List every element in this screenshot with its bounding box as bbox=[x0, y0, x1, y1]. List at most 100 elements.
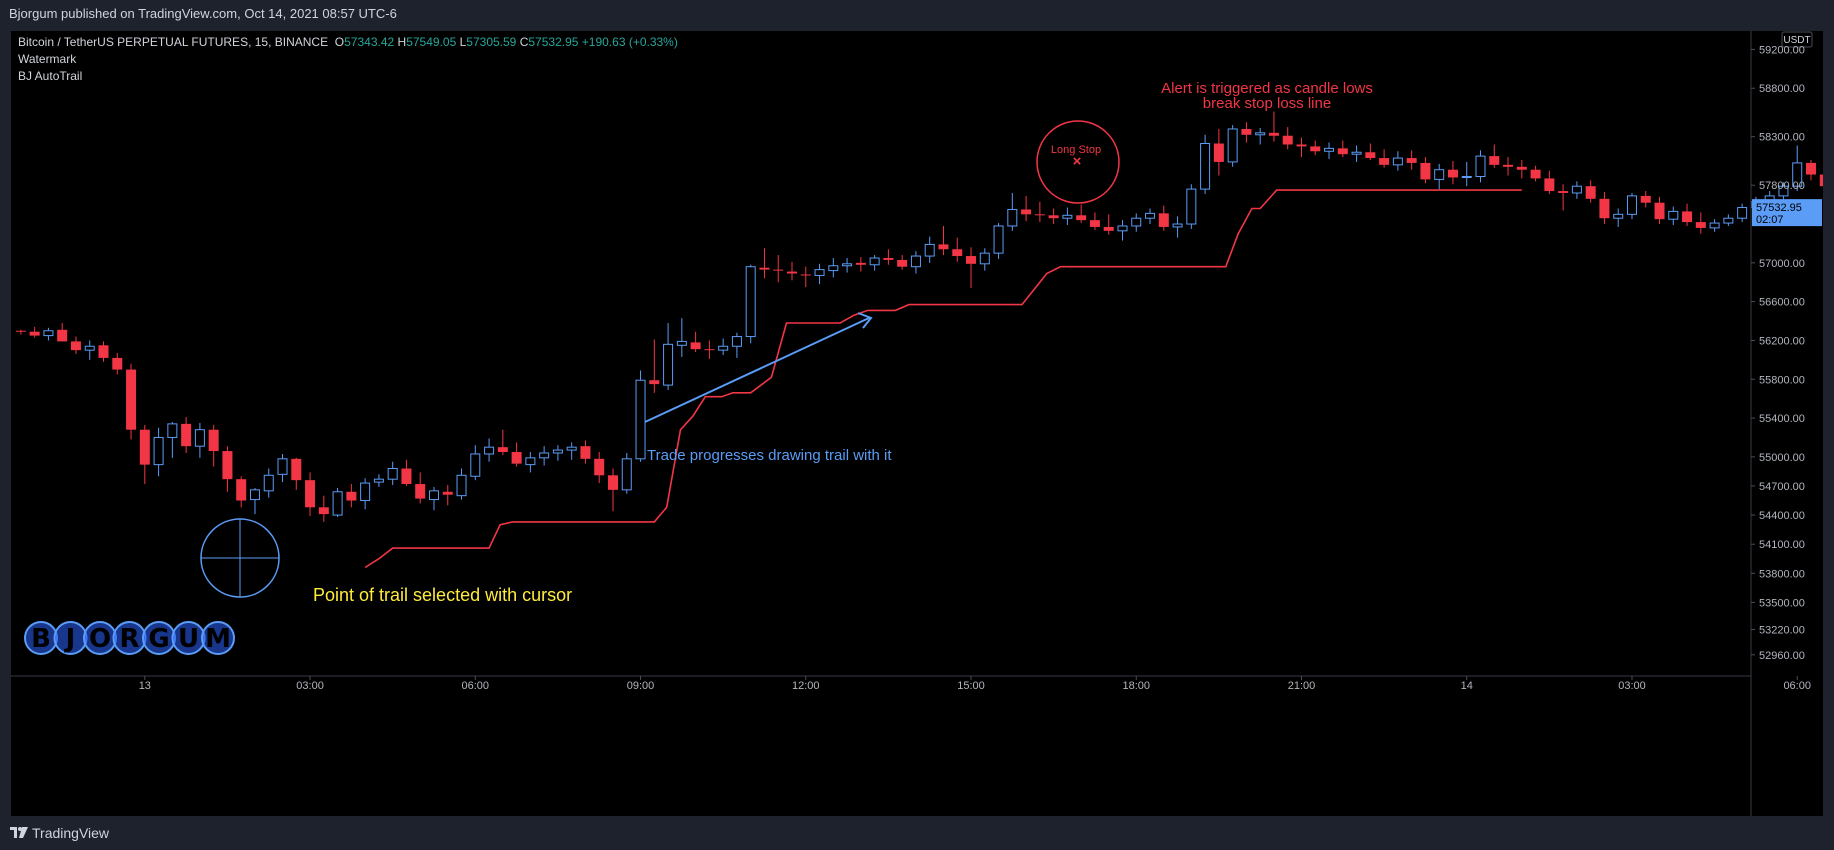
candle-body bbox=[1200, 143, 1211, 190]
candle-body bbox=[621, 458, 632, 491]
symbol-label[interactable]: Bitcoin / TetherUS PERPETUAL FUTURES, 15… bbox=[18, 35, 329, 49]
candle-body bbox=[1558, 191, 1569, 193]
alert-annotation-line2: break stop loss line bbox=[1203, 95, 1331, 112]
candle-body bbox=[70, 341, 81, 351]
candle-body bbox=[814, 269, 825, 276]
candle-body bbox=[346, 491, 357, 501]
candle-body bbox=[360, 482, 371, 502]
candle bbox=[787, 261, 798, 281]
candle bbox=[1819, 174, 1823, 187]
trail-selected-annotation: Point of trail selected with cursor bbox=[313, 585, 572, 605]
candle-body bbox=[1613, 213, 1624, 219]
price-tick-label: 57000.00 bbox=[1759, 258, 1805, 270]
candle-body bbox=[1475, 155, 1486, 177]
candle bbox=[291, 457, 302, 490]
candle-body bbox=[607, 475, 618, 490]
candle-body bbox=[1420, 162, 1431, 180]
price-tick-label: 55400.00 bbox=[1759, 413, 1805, 425]
candle bbox=[966, 247, 977, 289]
candle bbox=[897, 255, 908, 270]
candle bbox=[236, 476, 247, 508]
candle-body bbox=[1819, 174, 1823, 187]
candle bbox=[401, 459, 412, 486]
tradingview-logo-icon[interactable] bbox=[10, 827, 28, 838]
candle bbox=[57, 322, 68, 342]
chart-area[interactable]: B J O R G U M Long Stop × Alert is triggered as c… bbox=[11, 31, 1823, 816]
candle bbox=[511, 442, 522, 467]
candle bbox=[1585, 180, 1596, 203]
candle bbox=[1227, 125, 1238, 167]
candle bbox=[731, 332, 742, 358]
candle-body bbox=[1365, 152, 1376, 159]
candle-body bbox=[1805, 162, 1816, 175]
candle-body bbox=[938, 244, 949, 250]
candle-body bbox=[1792, 162, 1803, 187]
candle bbox=[1076, 204, 1087, 224]
candle-body bbox=[1461, 175, 1472, 178]
candle bbox=[112, 353, 123, 375]
footer-bar: TradingView bbox=[0, 816, 1834, 850]
candle-body bbox=[745, 266, 756, 338]
candles-group bbox=[15, 111, 1823, 522]
candle bbox=[470, 445, 481, 481]
candle bbox=[318, 495, 329, 522]
candle-body bbox=[1186, 188, 1197, 225]
candle bbox=[1282, 127, 1293, 150]
candle-body bbox=[897, 259, 908, 267]
high-key: H bbox=[397, 35, 407, 49]
candle-body bbox=[1282, 135, 1293, 145]
candle-body bbox=[1640, 195, 1651, 203]
price-tick-label: 56200.00 bbox=[1759, 335, 1805, 347]
candle bbox=[1103, 214, 1114, 235]
ohlc-row: Bitcoin / TetherUS PERPETUAL FUTURES, 15… bbox=[18, 34, 678, 51]
candle-body bbox=[249, 489, 260, 501]
candle bbox=[70, 336, 81, 355]
footer-brand[interactable]: TradingView bbox=[32, 825, 110, 841]
candle bbox=[332, 487, 343, 518]
candle-body bbox=[1034, 214, 1045, 216]
candle bbox=[649, 339, 660, 393]
candle bbox=[387, 461, 398, 485]
candle bbox=[759, 248, 770, 279]
price-tick-label: 58800.00 bbox=[1759, 83, 1805, 95]
bar-countdown-label: 02:07 bbox=[1756, 214, 1784, 226]
watermark-letter: O bbox=[89, 624, 111, 654]
candle-body bbox=[511, 452, 522, 464]
candle bbox=[428, 486, 439, 511]
alert-circle bbox=[1036, 120, 1120, 204]
candle bbox=[1695, 212, 1706, 234]
candle bbox=[1626, 192, 1637, 220]
alert-annotation-line1: Alert is triggered as candle lows bbox=[1161, 80, 1373, 97]
candle bbox=[1489, 144, 1500, 168]
candle bbox=[208, 424, 219, 467]
indicator-autotrail[interactable]: BJ AutoTrail bbox=[18, 69, 83, 83]
candle-body bbox=[704, 349, 715, 351]
candle bbox=[718, 338, 729, 355]
candle bbox=[1530, 165, 1541, 182]
trail-line bbox=[364, 189, 1522, 569]
candle-body bbox=[222, 451, 233, 480]
candle-body bbox=[1434, 169, 1445, 180]
candle-body bbox=[1709, 222, 1720, 229]
candle-body bbox=[1585, 186, 1596, 199]
candle bbox=[139, 424, 150, 485]
time-tick-label: 03:00 bbox=[296, 680, 324, 692]
candle bbox=[1117, 220, 1128, 241]
candle bbox=[1558, 184, 1569, 211]
candle-body bbox=[126, 369, 137, 430]
candle-body bbox=[1447, 169, 1458, 178]
candle-body bbox=[484, 446, 495, 455]
candle-body bbox=[98, 345, 109, 358]
candle bbox=[1007, 192, 1018, 231]
candle-body bbox=[181, 423, 192, 447]
candle-body bbox=[194, 429, 205, 447]
candle bbox=[883, 249, 894, 265]
candle-body bbox=[1062, 214, 1073, 219]
candle bbox=[98, 341, 109, 362]
price-tick-label: 53800.00 bbox=[1759, 568, 1805, 580]
candle bbox=[1213, 128, 1224, 176]
indicator-watermark[interactable]: Watermark bbox=[18, 52, 77, 66]
candle-body bbox=[1076, 215, 1087, 221]
candle-body bbox=[1530, 169, 1541, 179]
